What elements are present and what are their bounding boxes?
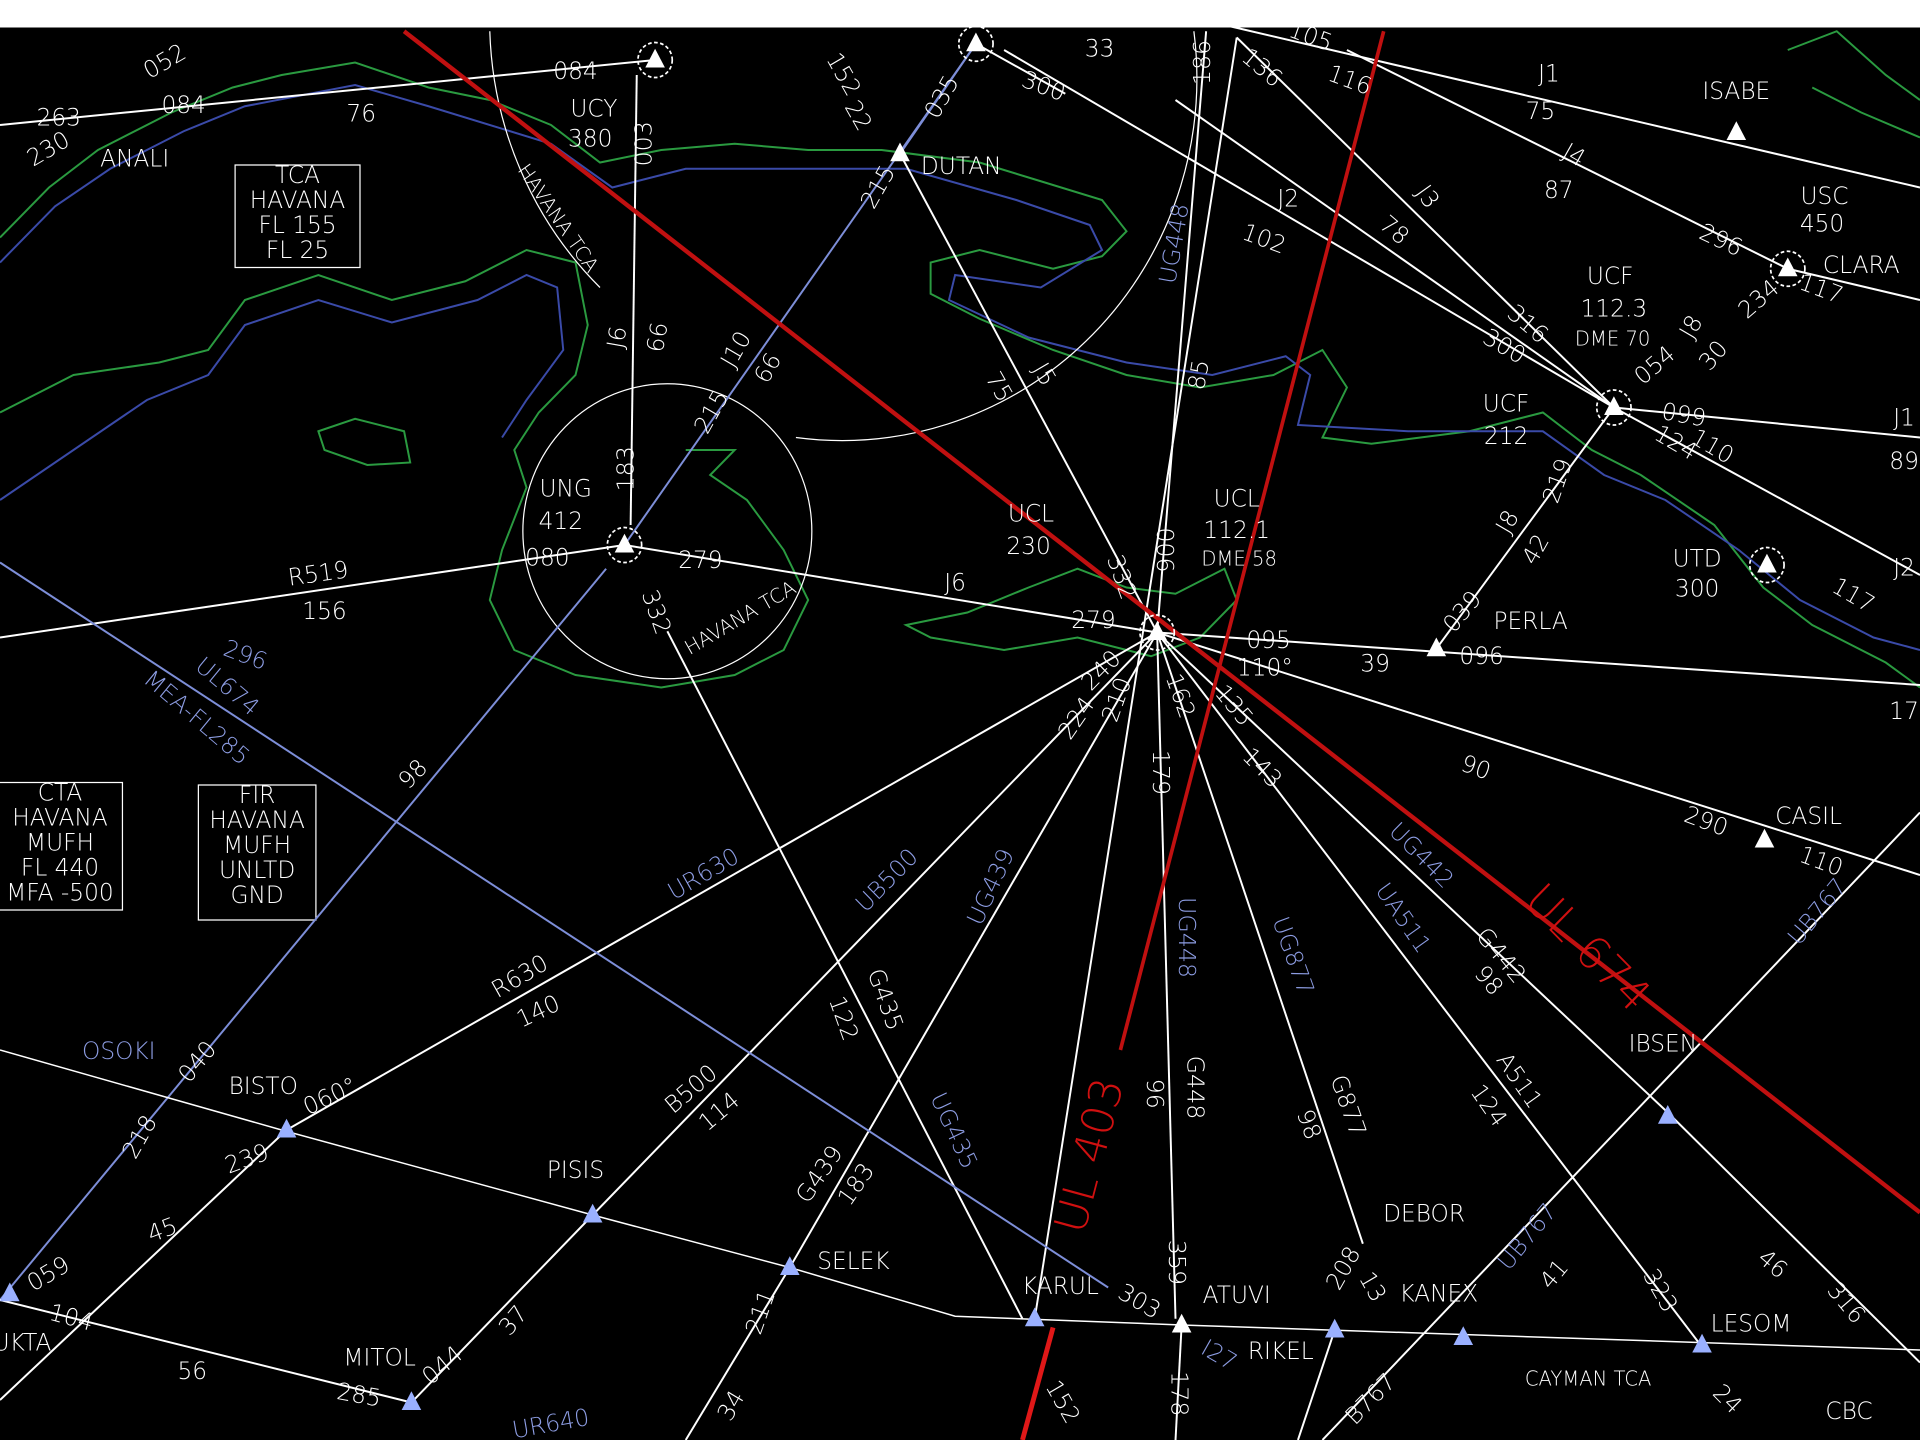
chart-label: MITOL	[343, 1343, 415, 1371]
chart-label: J2	[1277, 184, 1299, 212]
chart-label: 003	[630, 121, 658, 166]
chart-label: 212	[1484, 422, 1528, 450]
chart-label: 17	[1889, 697, 1919, 725]
chart-label: 450	[1800, 209, 1844, 237]
chart-label: 412	[539, 507, 583, 535]
chart-label: 178	[1166, 1371, 1194, 1416]
chart-label: 230	[1006, 532, 1050, 560]
chart-label: 080	[525, 543, 569, 571]
chart-label: DME 70	[1575, 327, 1650, 350]
chart-label: 095	[1246, 626, 1290, 654]
chart-label: ANALI	[100, 144, 169, 172]
chart-label: 186	[1188, 40, 1216, 85]
chart-label: CASIL	[1775, 802, 1842, 830]
chart-label: 85	[1182, 357, 1214, 392]
chart-label: 279	[678, 546, 722, 574]
chart-label: ATUVI	[1203, 1281, 1271, 1309]
chart-label: DEBOR	[1383, 1199, 1465, 1227]
chart-label: MFA -500	[6, 878, 113, 906]
chart-label: RIKEL	[1248, 1337, 1314, 1365]
chart-label: PISIS	[547, 1156, 604, 1184]
chart-label: DME 58	[1201, 547, 1276, 570]
chart-label: 084	[161, 91, 205, 119]
chart-label: 66	[641, 320, 673, 355]
chart-label: 112.1	[1203, 516, 1270, 544]
chart-label: SELEK	[817, 1247, 890, 1275]
chart-label: 279	[1071, 606, 1115, 634]
chart-label: J1	[1538, 59, 1560, 87]
chart-label: GND	[230, 881, 283, 909]
chart-label: 96	[1141, 1079, 1169, 1109]
chart-label: UCL	[1214, 484, 1260, 512]
chart-label: 084	[553, 57, 597, 85]
chart-label: 112.3	[1581, 294, 1648, 322]
chart-label: 300	[1675, 574, 1719, 602]
chart-label: DUTAN	[921, 152, 1002, 180]
chart-label: UCL	[1008, 499, 1054, 527]
chart-label: KANEX	[1399, 1279, 1478, 1307]
chart-label: FL 25	[266, 236, 329, 264]
chart-label: USC	[1800, 182, 1848, 210]
chart-label: J2	[1893, 553, 1915, 581]
chart-label: J6	[944, 568, 966, 596]
chart-label: 183	[612, 446, 640, 491]
chart-label: 89	[1889, 447, 1919, 475]
chart-label: 380	[568, 124, 612, 152]
chart-label: OSOKI	[82, 1037, 155, 1065]
chart-label: IBSEN	[1629, 1029, 1698, 1057]
chart-label: PERLA	[1493, 607, 1567, 635]
chart-label: 179	[1147, 750, 1175, 795]
top-bar	[0, 0, 1920, 28]
chart-label: G448	[1182, 1056, 1210, 1120]
chart-label: UTD	[1673, 544, 1722, 572]
chart-label: LESOM	[1711, 1309, 1792, 1337]
chart-label: 76	[346, 99, 376, 127]
chart-label: CBC	[1825, 1397, 1872, 1425]
chart-label: J6	[601, 324, 632, 351]
chart-label: ISABE	[1702, 77, 1770, 105]
chart-label: 56	[177, 1357, 207, 1385]
chart-label: 87	[1544, 176, 1574, 204]
chart-label: 156	[302, 597, 346, 625]
chart-label: KARUL	[1022, 1272, 1099, 1300]
chart-label: 006	[1151, 527, 1179, 572]
chart-label: 096	[1459, 642, 1503, 670]
chart-label: UG448	[1173, 897, 1201, 978]
chart-label: 110°	[1237, 653, 1293, 681]
chart-label: 75	[1526, 97, 1556, 125]
chart-label: UCY	[570, 94, 617, 122]
chart-label: CAYMAN TCA	[1525, 1367, 1652, 1390]
chart-label: J1	[1893, 403, 1915, 431]
chart-label: UCF	[1587, 262, 1634, 290]
enroute-chart: UCY380 UNG 412 UCL 112.1 DME 58 UCL 230 UCF 112.3…	[0, 0, 1920, 1440]
chart-label: UCF	[1483, 389, 1530, 417]
chart-label: 33	[1085, 34, 1115, 62]
chart-label: UNG	[539, 474, 591, 502]
chart-label: CLARA	[1823, 251, 1900, 279]
chart-label: BISTO	[229, 1072, 298, 1100]
page: {"navaids":[{"ident":"UCY","freq":"380"}…	[0, 0, 1920, 1440]
chart-label: 39	[1360, 649, 1390, 677]
chart-label: UKTA	[0, 1328, 51, 1356]
chart-label: 359	[1163, 1240, 1191, 1285]
